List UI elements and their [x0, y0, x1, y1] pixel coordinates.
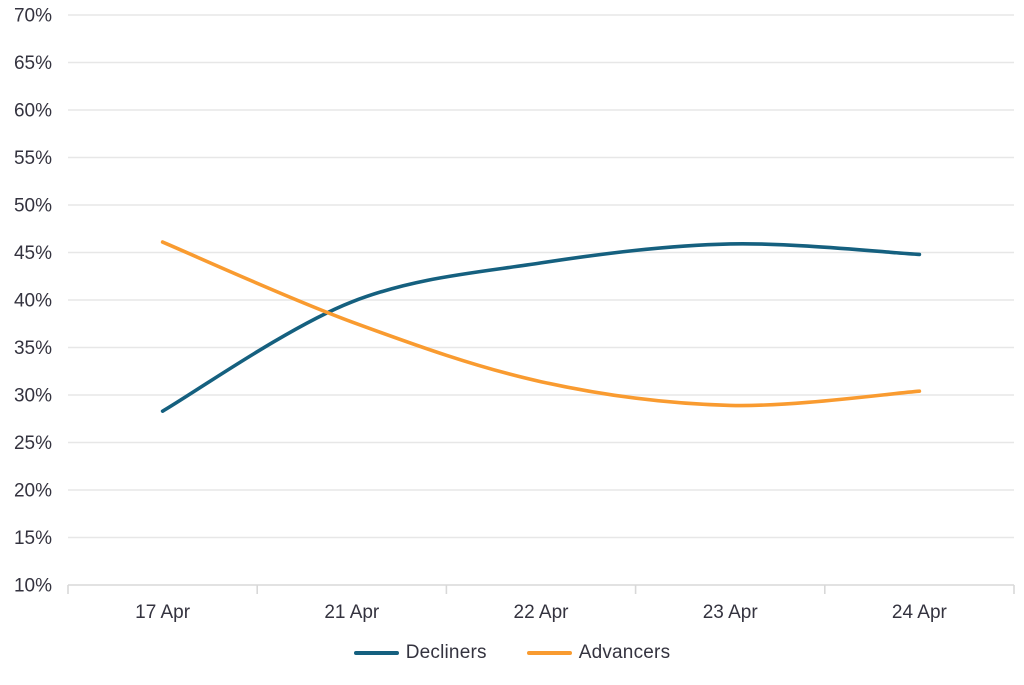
series-line-advancers [160, 240, 922, 408]
y-axis-label: 20% [14, 481, 52, 502]
y-axis-label: 50% [14, 196, 52, 217]
legend-item-decliners: Decliners [353, 642, 487, 664]
y-axis-label: 15% [14, 528, 52, 549]
x-axis-label: 23 Apr [703, 602, 759, 623]
x-axis-label: 21 Apr [324, 602, 380, 623]
series-line-decliners [160, 241, 922, 413]
decliners-line-swatch [353, 651, 399, 655]
y-axis-label: 70% [14, 6, 52, 27]
x-axis-label: 17 Apr [135, 602, 191, 623]
advancers-line-swatch [526, 651, 572, 655]
y-axis-label: 55% [14, 148, 52, 169]
y-axis-label: 30% [14, 386, 52, 407]
y-axis-label: 25% [14, 433, 52, 454]
y-axis-label: 10% [14, 576, 52, 597]
x-axis-label: 22 Apr [514, 602, 570, 623]
x-axis-label: 24 Apr [892, 602, 948, 623]
y-axis-label: 65% [14, 53, 52, 74]
y-axis-label: 35% [14, 338, 52, 359]
legend-item-advancers: Advancers [526, 642, 671, 664]
legend-label-advancers: Advancers [578, 642, 671, 663]
legend-label-decliners: Decliners [405, 642, 487, 663]
y-axis-label: 45% [14, 243, 52, 264]
chart-legend: Decliners Advancers [0, 642, 1024, 664]
y-axis-label: 40% [14, 291, 52, 312]
y-axis-label: 60% [14, 101, 52, 122]
